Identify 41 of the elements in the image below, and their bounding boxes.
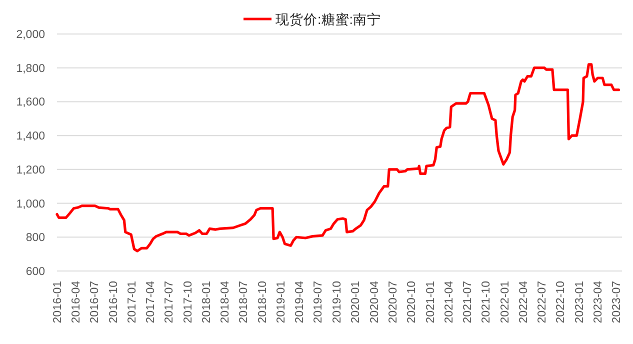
x-tick-label: 2018-01 (201, 281, 214, 324)
legend: 现货价:糖蜜:南宁 (244, 12, 382, 27)
x-tick-label: 2021-07 (462, 281, 474, 324)
x-tick-label: 2019-07 (312, 281, 325, 324)
x-tick-label: 2016-04 (70, 280, 83, 324)
y-tick-label: 1,400 (16, 130, 45, 143)
y-tick-label: 2,000 (16, 29, 45, 41)
x-tick-label: 2020-07 (387, 281, 400, 324)
x-tick-label: 2017-01 (126, 281, 139, 324)
x-tick-label: 2018-04 (220, 280, 232, 324)
x-tick-label: 2021-10 (480, 281, 493, 324)
x-tick-label: 2016-07 (89, 281, 102, 324)
x-tick-label: 2018-07 (238, 281, 250, 324)
x-tick-label: 2020-10 (406, 281, 418, 324)
x-tick-label: 2023-07 (610, 281, 623, 324)
x-tick-label: 2016-01 (52, 281, 64, 324)
y-tick-label: 1,800 (16, 62, 45, 75)
x-tick-label: 2022-07 (536, 281, 548, 324)
y-tick-label: 600 (26, 266, 45, 278)
x-tick-label: 2023-01 (574, 281, 586, 324)
x-tick-label: 2019-04 (294, 280, 306, 324)
x-tick-label: 2019-10 (331, 281, 344, 324)
y-tick-label: 1,000 (16, 198, 45, 210)
legend-label: 现货价:糖蜜:南宁 (276, 12, 382, 27)
x-tick-label: 2019-01 (276, 281, 288, 324)
x-tick-label: 2022-04 (518, 280, 530, 324)
x-tick-label: 2020-04 (368, 280, 381, 324)
x-tick-label: 2016-10 (108, 281, 120, 324)
x-tick-label: 2021-01 (424, 281, 437, 324)
x-tick-label: 2017-10 (182, 281, 194, 324)
x-tick-label: 2022-01 (499, 281, 512, 324)
x-tick-label: 2023-04 (592, 280, 604, 324)
x-tick-label: 2021-04 (443, 280, 456, 324)
x-tick-label: 2017-07 (164, 281, 176, 324)
y-tick-label: 1,200 (16, 164, 45, 176)
x-tick-label: 2022-10 (555, 281, 568, 324)
y-tick-label: 800 (26, 232, 45, 244)
x-tick-label: 2017-04 (145, 280, 158, 324)
y-tick-label: 1,600 (16, 96, 45, 109)
x-tick-label: 2018-10 (256, 281, 269, 324)
x-tick-label: 2020-01 (350, 281, 362, 324)
